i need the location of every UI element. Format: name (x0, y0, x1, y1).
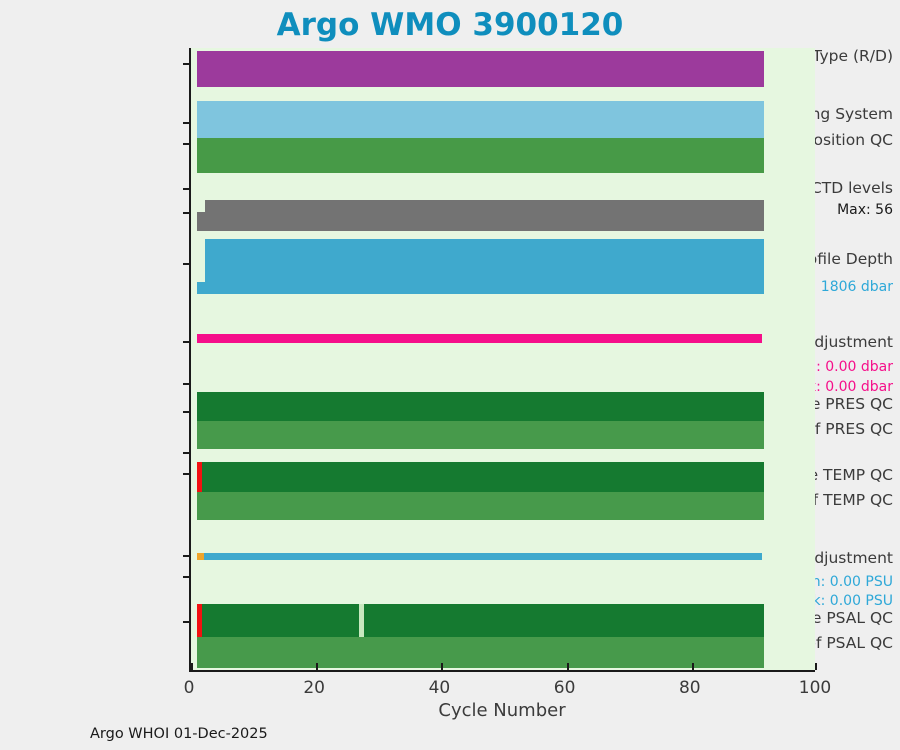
bar-segment (197, 421, 764, 449)
bar-segment (203, 553, 762, 560)
y-axis-tick (183, 555, 190, 557)
x-axis-label: Cycle Number (438, 700, 566, 721)
y-axis-tick (183, 473, 190, 475)
x-axis-tick-label: 100 (798, 678, 832, 698)
y-axis-label: Max: 56 (837, 202, 893, 218)
y-axis-tick (183, 341, 190, 343)
y-axis-tick (183, 188, 190, 190)
x-axis-tick (191, 663, 193, 670)
y-axis-label: Position QC (804, 131, 893, 149)
bar-segment (197, 334, 762, 343)
plot-area[interactable] (189, 48, 817, 672)
bar-segment (204, 239, 764, 294)
bar-segment (202, 604, 359, 637)
y-axis-tick (183, 383, 190, 385)
x-axis-tick-label: 40 (428, 678, 451, 698)
bar-segment (358, 604, 364, 637)
x-axis-tick (815, 663, 817, 670)
y-axis-tick (183, 212, 190, 214)
bar-segment (197, 51, 764, 87)
bar-segment (197, 392, 764, 421)
bar-segment (197, 492, 764, 520)
y-axis-tick (183, 263, 190, 265)
bar-segment (363, 604, 764, 637)
bar-segment (204, 200, 764, 231)
bar-segment (197, 462, 203, 492)
bar-segment (197, 138, 764, 173)
x-axis-tick-label: 60 (553, 678, 576, 698)
y-axis-tick (183, 63, 190, 65)
bar-segment (197, 281, 205, 294)
y-axis-tick (183, 122, 190, 124)
bar-segment (197, 604, 203, 637)
y-axis-tick (183, 621, 190, 623)
footer-credit: Argo WHOI 01-Dec-2025 (90, 726, 268, 742)
y-axis-label: Profile Depth (792, 250, 893, 268)
bar-segment (197, 553, 204, 560)
page-title: Argo WMO 3900120 (276, 7, 624, 43)
x-axis-tick (316, 663, 319, 670)
y-axis-tick (183, 452, 190, 454)
bar-segment (197, 211, 205, 231)
x-axis-tick (691, 663, 694, 670)
bar-segment (202, 462, 764, 492)
x-axis-tick (441, 663, 444, 670)
y-axis-tick (183, 411, 190, 413)
plot-bars-container (191, 48, 815, 670)
x-axis-tick (566, 663, 569, 670)
y-axis-tick (183, 143, 190, 145)
y-axis-tick (183, 576, 190, 578)
bar-segment (197, 637, 764, 668)
x-axis-tick-label: 0 (183, 678, 195, 698)
x-axis-tick-label: 80 (678, 678, 701, 698)
bar-segment (197, 101, 764, 138)
x-axis-tick-label: 20 (303, 678, 325, 698)
